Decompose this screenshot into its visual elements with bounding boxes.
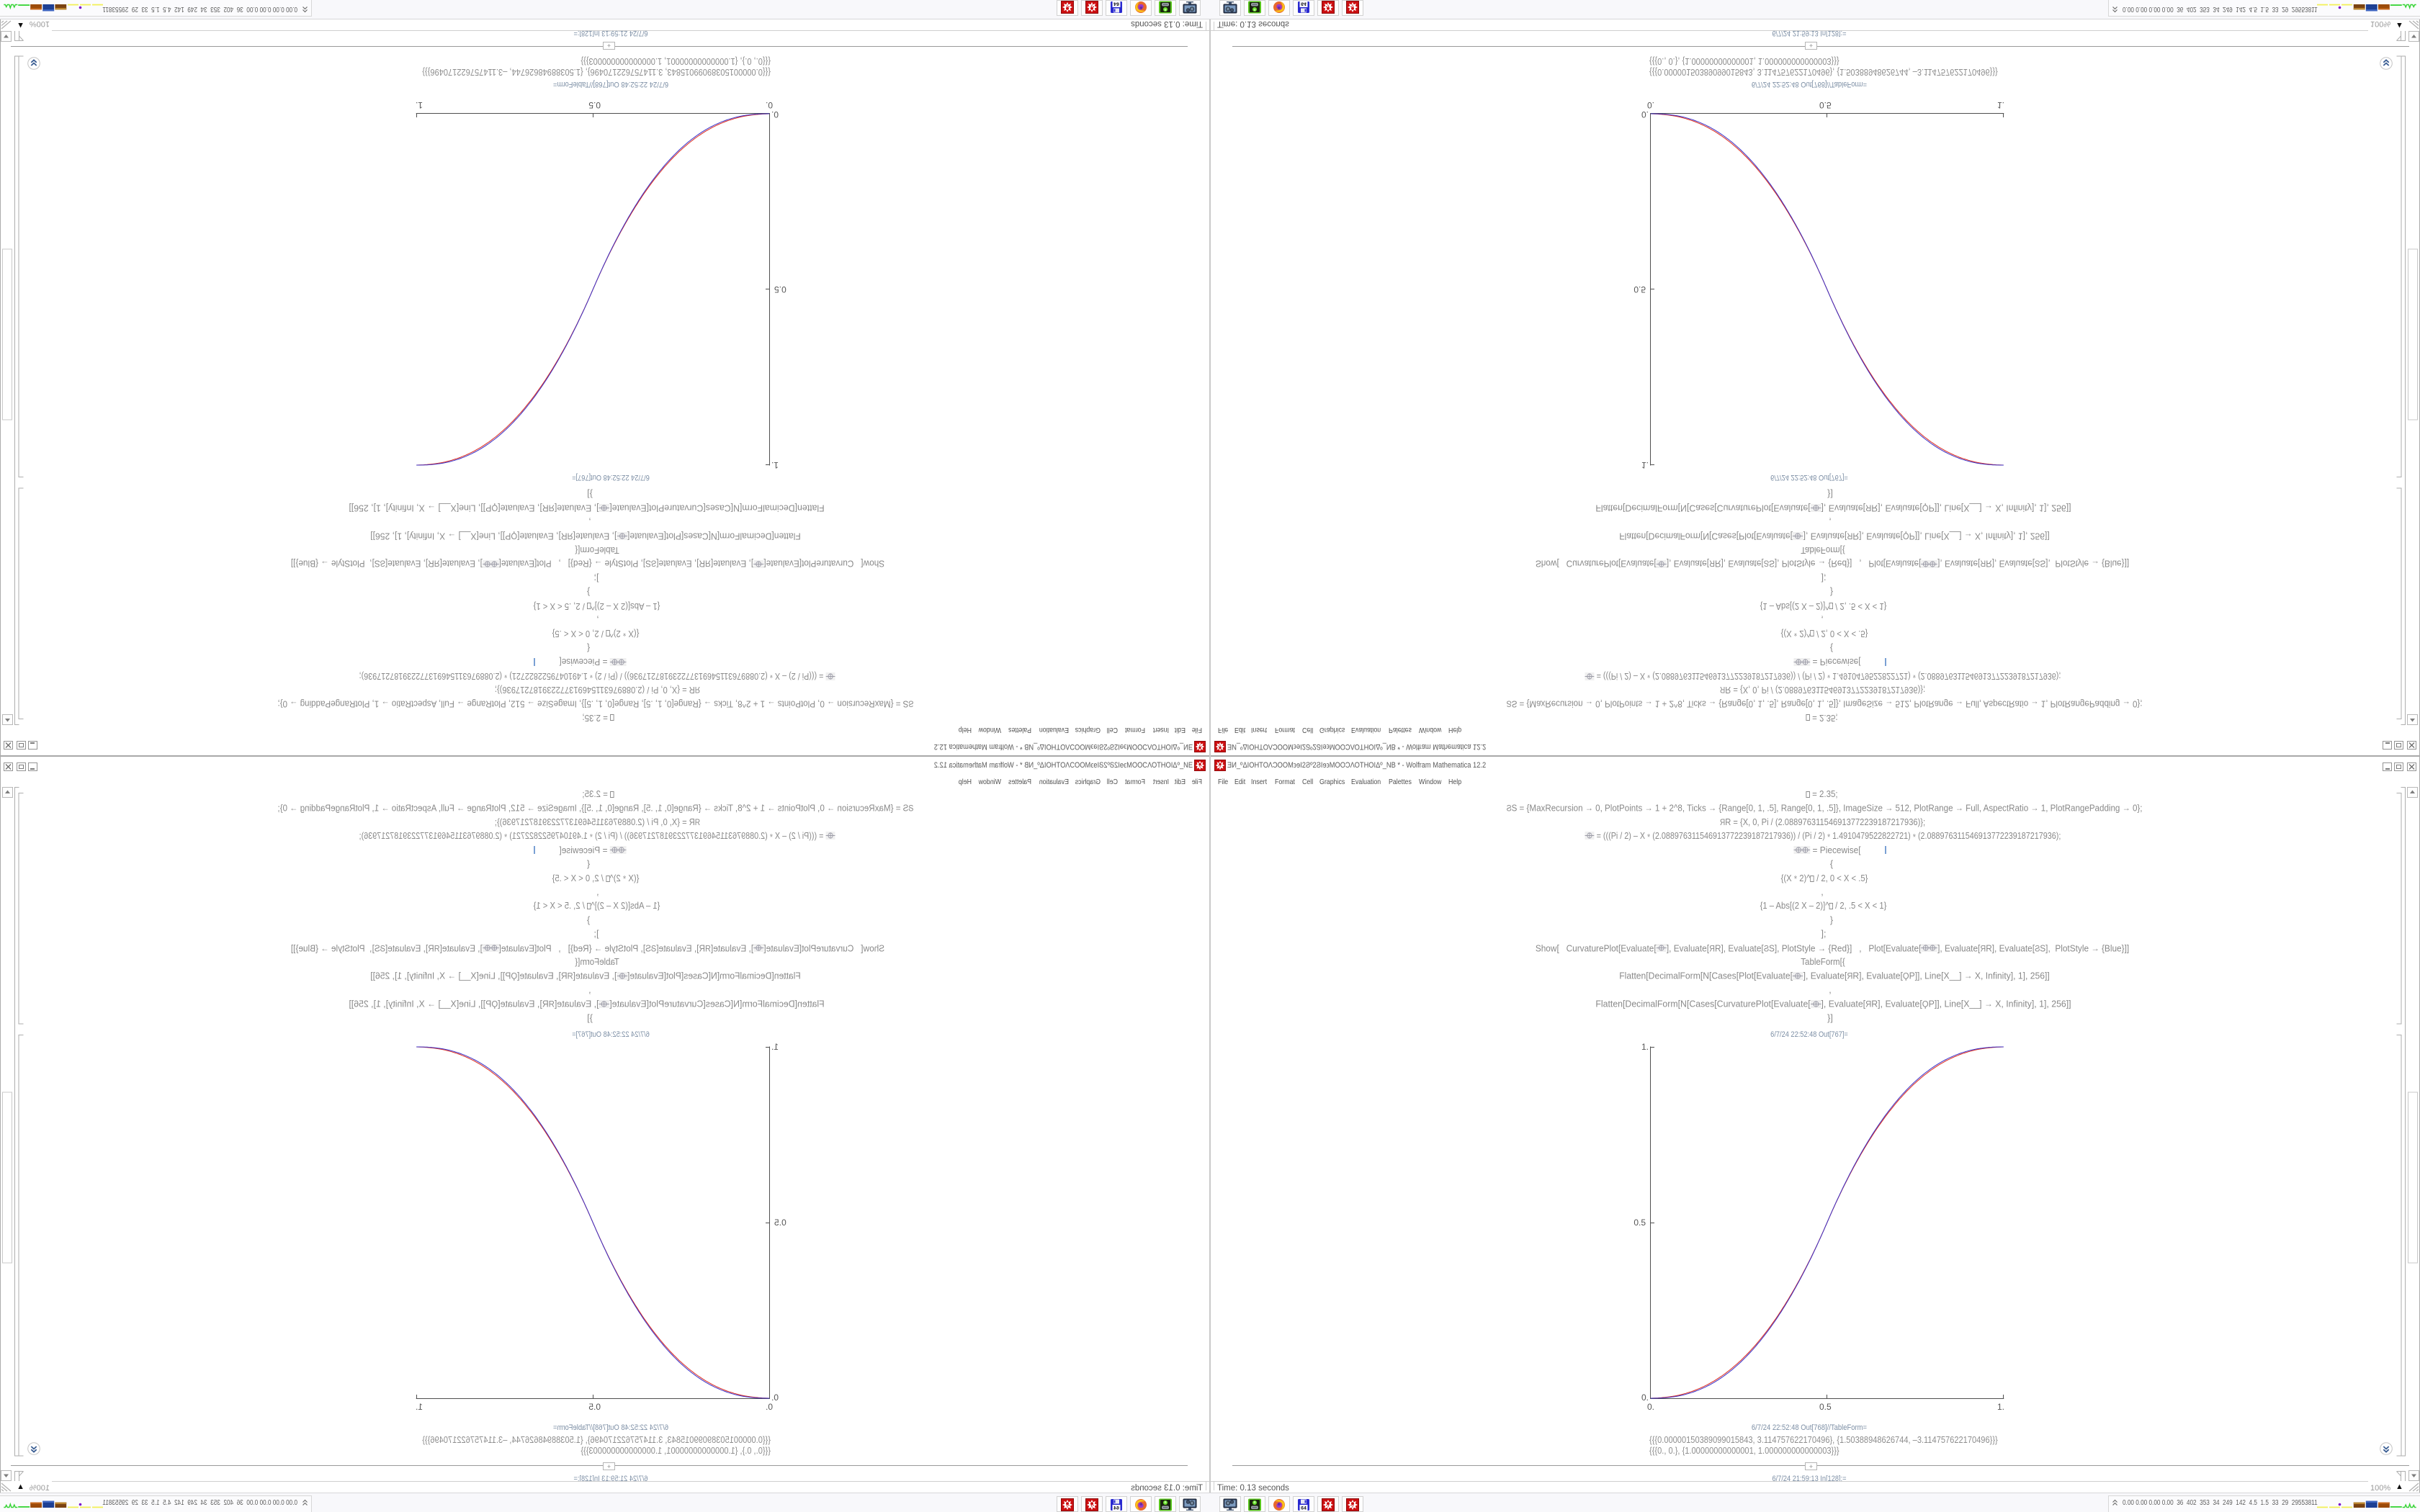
svg-text:64: 64	[1113, 1, 1119, 6]
svg-text:64: 64	[1301, 1, 1307, 6]
svg-text:64: 64	[1113, 1506, 1119, 1511]
svg-text:64: 64	[1301, 1506, 1307, 1511]
